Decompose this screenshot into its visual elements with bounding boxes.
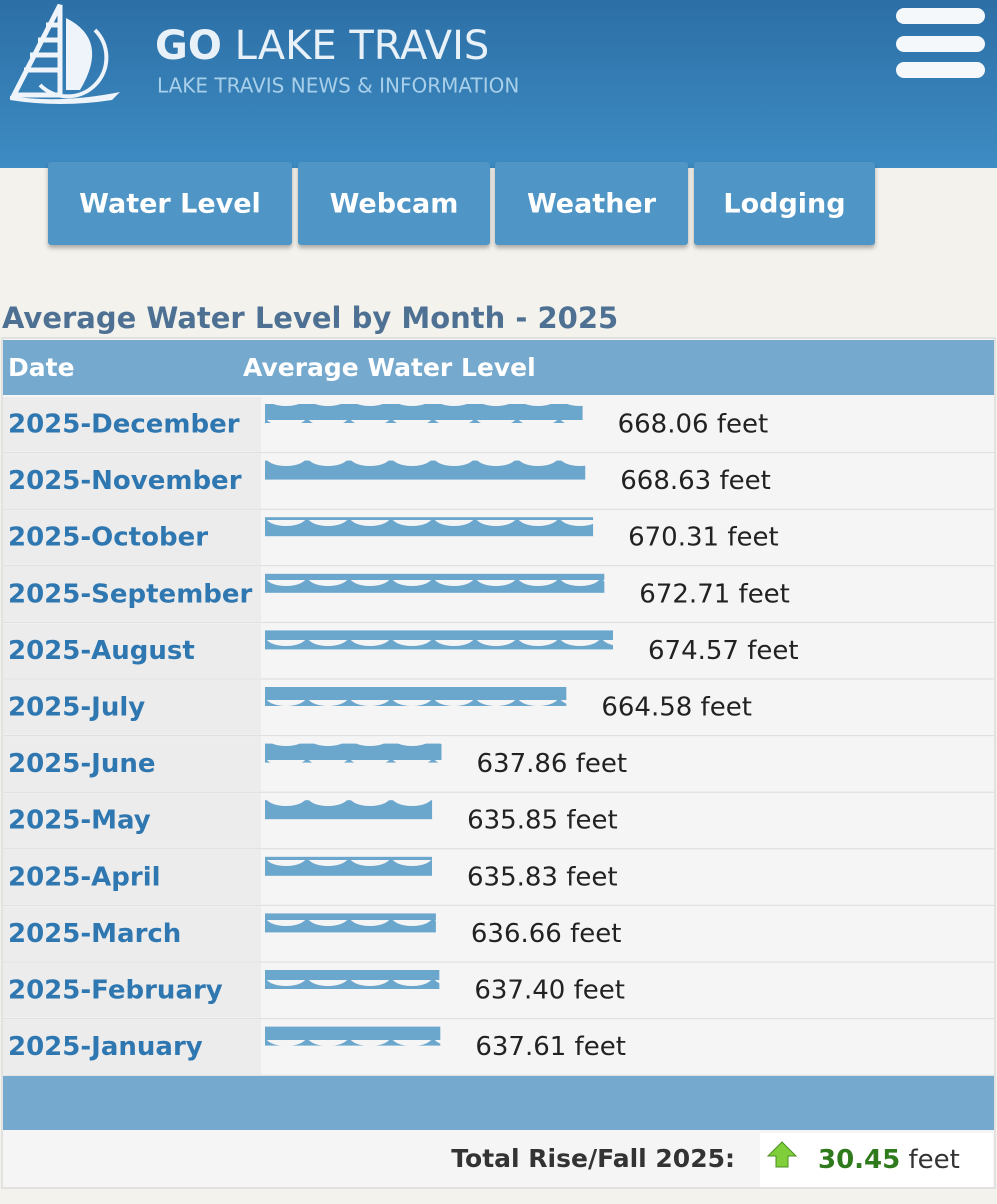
date-label[interactable]: 2025-June xyxy=(8,749,155,779)
date-cell xyxy=(3,1019,261,1075)
date-label[interactable]: 2025-December xyxy=(8,410,240,440)
site-title: GO LAKE TRAVIS xyxy=(155,23,489,69)
level-label: 664.58 feet xyxy=(601,693,752,723)
date-cell xyxy=(3,623,261,678)
level-bar xyxy=(265,800,433,820)
header-bar xyxy=(0,0,997,168)
level-bar xyxy=(265,743,442,763)
level-bar xyxy=(265,460,586,480)
date-cell xyxy=(3,510,261,565)
nav-label[interactable]: Webcam xyxy=(330,189,459,220)
level-bar xyxy=(265,687,567,706)
nav-tab[interactable] xyxy=(495,162,688,245)
site-subtitle: LAKE TRAVIS NEWS & INFORMATION xyxy=(157,74,519,98)
level-bar xyxy=(265,517,594,537)
level-bar xyxy=(265,404,583,423)
date-label[interactable]: 2025-March xyxy=(8,919,181,949)
date-cell xyxy=(3,680,261,735)
date-label[interactable]: 2025-November xyxy=(8,466,242,496)
nav-label[interactable]: Lodging xyxy=(723,189,845,220)
nav-label[interactable]: Water Level xyxy=(79,189,261,220)
level-bar xyxy=(265,573,605,593)
logo[interactable] xyxy=(9,3,120,104)
level-label: 636.66 feet xyxy=(471,919,622,949)
level-bar xyxy=(265,630,613,650)
level-bar xyxy=(265,970,440,989)
total-value: 30.45 feet xyxy=(818,1145,960,1175)
date-label[interactable]: 2025-May xyxy=(8,806,151,836)
level-bar xyxy=(265,1026,441,1046)
date-cell xyxy=(3,963,261,1018)
level-bar xyxy=(265,856,432,876)
level-label: 635.83 feet xyxy=(467,862,618,892)
level-label: 668.06 feet xyxy=(618,410,769,440)
date-label[interactable]: 2025-October xyxy=(8,523,208,553)
nav-tab[interactable] xyxy=(694,162,875,245)
nav-tab[interactable] xyxy=(48,162,292,245)
date-label[interactable]: 2025-September xyxy=(8,579,253,609)
date-label[interactable]: 2025-August xyxy=(8,636,195,666)
date-cell xyxy=(3,397,261,452)
date-label[interactable]: 2025-July xyxy=(8,693,145,723)
level-label: 672.71 feet xyxy=(639,579,790,609)
date-cell xyxy=(3,566,261,622)
nav-label[interactable]: Weather xyxy=(527,189,657,220)
level-label: 637.86 feet xyxy=(476,749,627,779)
level-label: 637.61 feet xyxy=(475,1032,626,1062)
date-label[interactable]: 2025-April xyxy=(8,862,161,892)
level-label: 674.57 feet xyxy=(648,636,799,666)
date-cell xyxy=(3,453,261,509)
level-label: 637.40 feet xyxy=(474,976,625,1006)
total-cell xyxy=(760,1133,993,1187)
level-bar xyxy=(265,913,436,933)
date-cell xyxy=(3,793,261,848)
total-label: Total Rise/Fall 2025: xyxy=(451,1144,735,1173)
date-cell xyxy=(3,736,261,792)
table-header xyxy=(3,340,994,395)
section-heading: Average Water Level by Month - 2025 xyxy=(2,301,618,335)
date-label[interactable]: 2025-February xyxy=(8,976,223,1006)
date-cell xyxy=(3,849,261,905)
up-arrow xyxy=(766,1141,798,1168)
level-label: 670.31 feet xyxy=(628,523,779,553)
column-header: Average Water Level xyxy=(243,353,536,382)
column-header: Date xyxy=(8,353,75,382)
nav-tab[interactable] xyxy=(298,162,490,245)
level-label: 635.85 feet xyxy=(467,806,618,836)
menu-button[interactable] xyxy=(896,8,985,78)
level-label: 668.63 feet xyxy=(620,466,771,496)
table-spacer xyxy=(3,1076,994,1130)
date-label[interactable]: 2025-January xyxy=(8,1032,203,1062)
date-cell xyxy=(3,906,261,961)
